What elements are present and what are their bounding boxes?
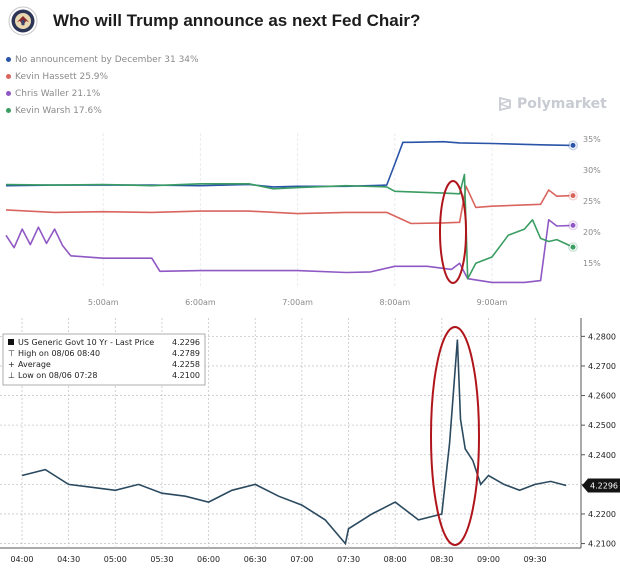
low-marker-icon: ⊥ <box>8 371 15 380</box>
top-y-tick-label: 30% <box>583 166 601 175</box>
last-price-tag-label: 4.2296 <box>590 482 618 491</box>
legend-label: Kevin Warsh 17.6% <box>15 106 102 116</box>
legend-high-label: High on 08/06 08:40 <box>18 349 100 358</box>
top-chart-x-ticks: 5:00am 6:00am 7:00am 8:00am 9:00am <box>88 298 508 307</box>
bond-yield-line <box>21 339 567 546</box>
annotation-circle-top <box>439 180 467 284</box>
legend-swatch <box>6 57 11 62</box>
header: Who will Trump announce as next Fed Chai… <box>0 0 620 44</box>
bottom-y-tick-label: 4.2500 <box>588 421 616 430</box>
annotation-circle-bottom <box>430 326 480 546</box>
bottom-x-tick-label: 05:30 <box>150 555 173 564</box>
top-x-tick-label: 9:00am <box>477 298 508 307</box>
legend-item-hassett: Kevin Hassett 25.9% <box>6 72 199 89</box>
legend-box <box>2 333 206 386</box>
top-chart-grid <box>102 133 493 288</box>
bottom-y-tick-label: 4.2100 <box>588 540 616 549</box>
bottom-x-tick-label: 07:00 <box>290 555 313 564</box>
bottom-x-tick-label: 06:00 <box>197 555 220 564</box>
end-dot <box>569 221 577 229</box>
legend-label: Chris Waller 21.1% <box>15 89 101 99</box>
bottom-y-tick-label: 4.2600 <box>588 392 616 401</box>
series-line-3 <box>5 173 574 280</box>
legend-low-label: Low on 08/06 07:28 <box>18 371 97 380</box>
page-title: Who will Trump announce as next Fed Chai… <box>53 11 421 30</box>
last-price-swatch <box>8 339 14 345</box>
average-marker-icon: + <box>8 360 15 369</box>
polymarket-brand: Polymarket <box>517 96 607 112</box>
legend-swatch <box>6 74 11 79</box>
bottom-x-tick-label: 05:00 <box>104 555 127 564</box>
top-x-tick-label: 6:00am <box>185 298 216 307</box>
legend-last-price-label: US Generic Govt 10 Yr - Last Price <box>18 338 154 347</box>
bottom-chart-legend: US Generic Govt 10 Yr - Last Price 4.229… <box>2 333 206 386</box>
legend-high-value: 4.2789 <box>172 349 200 358</box>
bottom-chart-line <box>21 339 567 546</box>
bottom-x-tick-label: 09:00 <box>477 555 500 564</box>
top-y-tick-label: 20% <box>583 228 601 237</box>
probability-chart: 35% 30% 25% 20% 15% 5:00am 6:00am 7:00am 8:00am… <box>5 133 601 307</box>
end-dot <box>569 243 577 251</box>
high-marker-icon: ⊤ <box>8 349 15 358</box>
legend-item-warsh: Kevin Warsh 17.6% <box>6 106 199 123</box>
legend-average-label: Average <box>18 360 51 369</box>
top-x-tick-label: 7:00am <box>282 298 313 307</box>
last-price-tag: 4.2296 <box>582 478 620 493</box>
top-chart-lines <box>5 140 574 284</box>
bottom-x-tick-label: 04:00 <box>10 555 33 564</box>
series-line-2 <box>5 219 574 284</box>
top-chart-y-ticks: 35% 30% 25% 20% 15% <box>583 135 601 268</box>
end-dot <box>569 192 577 200</box>
legend-label: No announcement by December 31 34% <box>15 55 199 65</box>
top-x-tick-label: 8:00am <box>379 298 410 307</box>
legend-item-waller: Chris Waller 21.1% <box>6 89 199 106</box>
bond-yield-chart: 4.28004.27004.26004.25004.24004.23004.22… <box>0 318 620 569</box>
legend-swatch <box>6 91 11 96</box>
top-y-tick-label: 35% <box>583 135 601 144</box>
end-dot <box>569 141 577 149</box>
legend-label: Kevin Hassett 25.9% <box>15 72 109 82</box>
market-legend: No announcement by December 31 34% Kevin… <box>6 55 199 123</box>
top-y-tick-label: 15% <box>583 259 601 268</box>
top-y-tick-label: 25% <box>583 197 601 206</box>
top-x-tick-label: 5:00am <box>88 298 119 307</box>
bottom-x-tick-label: 09:30 <box>524 555 547 564</box>
top-chart-end-dots <box>568 140 578 253</box>
legend-last-price-value: 4.2296 <box>172 338 200 347</box>
bottom-y-tick-label: 4.2400 <box>588 451 616 460</box>
bottom-y-tick-label: 4.2800 <box>588 332 616 341</box>
bottom-chart-x-ticks: 04:00 04:30 05:00 05:30 06:00 06:30 07:00 07:30… <box>10 555 546 564</box>
bottom-x-tick-label: 06:30 <box>244 555 267 564</box>
last-price-tag-shape <box>582 478 620 493</box>
legend-average-value: 4.2258 <box>172 360 200 369</box>
series-line-0 <box>5 140 574 188</box>
bottom-y-tick-label: 4.2200 <box>588 510 616 519</box>
bottom-chart-y-ticks: 4.28004.27004.26004.25004.24004.23004.22… <box>588 332 616 548</box>
federal-reserve-seal-icon <box>8 6 38 36</box>
bottom-y-tick-label: 4.2700 <box>588 362 616 371</box>
bottom-x-tick-label: 04:30 <box>57 555 80 564</box>
legend-low-value: 4.2100 <box>172 371 200 380</box>
legend-swatch <box>6 108 11 113</box>
bottom-x-tick-label: 08:00 <box>384 555 407 564</box>
series-line-1 <box>5 185 574 225</box>
bottom-x-tick-label: 08:30 <box>430 555 453 564</box>
legend-item-no-announcement: No announcement by December 31 34% <box>6 55 199 72</box>
bottom-x-tick-label: 07:30 <box>337 555 360 564</box>
polymarket-logo-icon <box>499 96 511 112</box>
